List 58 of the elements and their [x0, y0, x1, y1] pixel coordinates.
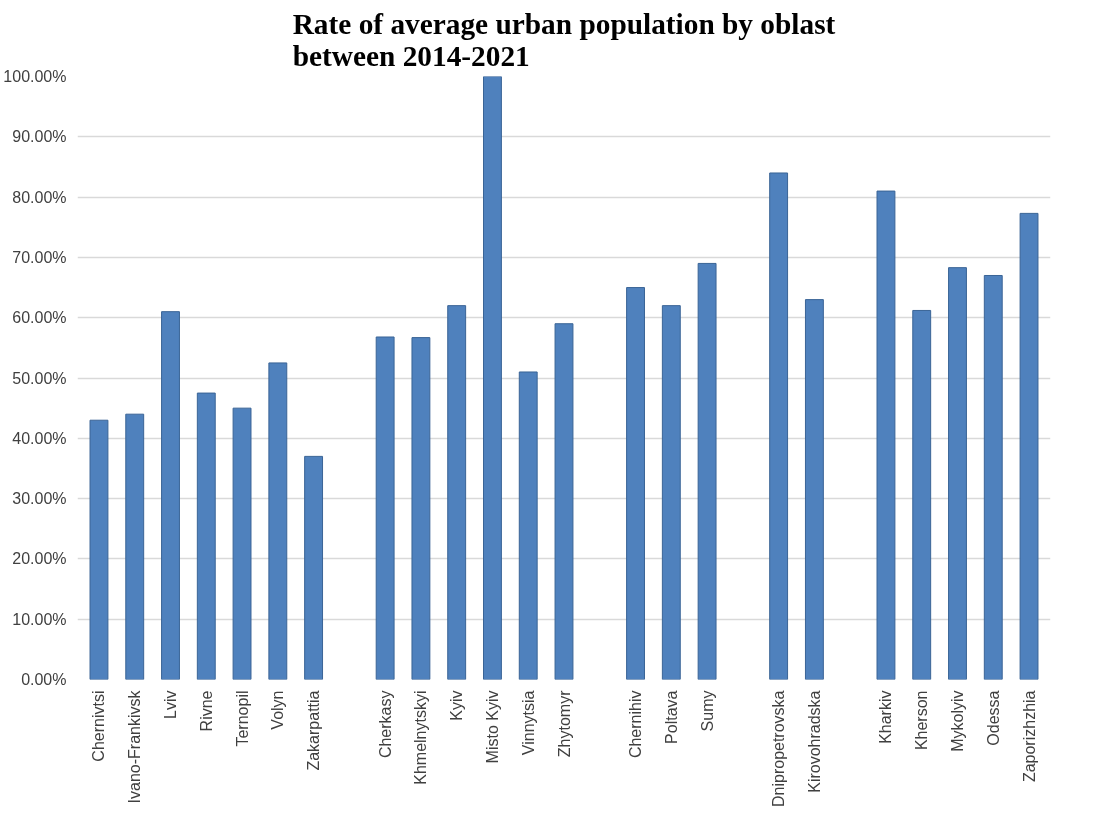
x-tick-label: Rivne: [197, 690, 215, 732]
bar: [447, 305, 467, 680]
y-tick-label: 0.00%: [21, 671, 67, 688]
x-tick-label: Ternopil: [233, 690, 251, 747]
bar: [483, 76, 502, 680]
y-tick-label: 20.00%: [12, 550, 67, 568]
y-tick-label: 90.00%: [12, 128, 67, 146]
bar: [304, 455, 324, 680]
bar: [983, 274, 1003, 680]
bar: [626, 287, 645, 680]
x-tick-label: Sumy: [698, 690, 716, 732]
y-tick-label: 10.00%: [12, 610, 67, 628]
y-tick-label: 40.00%: [12, 429, 67, 447]
x-tick-label: Kharkiv: [877, 690, 895, 744]
bar: [518, 371, 538, 680]
x-tick-label: Zhytomyr: [555, 689, 573, 758]
x-tick-label: Dnipropetrovska: [770, 690, 788, 807]
bar: [554, 323, 574, 680]
y-tick-label: 70.00%: [12, 248, 67, 266]
x-tick-label: Odessa: [984, 690, 1002, 746]
x-tick-label: Khmelnytskyi: [412, 690, 430, 785]
y-tick-label: 30.00%: [12, 490, 67, 508]
chart-title: Rate of average urban population by oblast between 2014-2021: [292, 7, 836, 72]
x-tick-label: Chernivtsi: [90, 690, 108, 762]
bar: [411, 337, 431, 680]
x-tick-label: Vinnytsia: [519, 690, 537, 756]
bar: [876, 190, 896, 680]
bar: [661, 305, 681, 680]
x-tick-label: Kirovohradska: [805, 690, 823, 793]
y-tick-label: 100.00%: [3, 68, 67, 85]
y-tick-label: 60.00%: [12, 309, 67, 327]
x-tick-label: Kyiv: [448, 690, 466, 721]
bar: [268, 362, 288, 680]
bar: [1019, 212, 1039, 680]
bar: [196, 392, 216, 680]
x-tick-label: Cherkasy: [376, 690, 394, 759]
y-tick-label: 80.00%: [12, 188, 67, 206]
x-tick-label: Ivano-Frankivsk: [126, 689, 144, 804]
x-tick-label: Lviv: [162, 690, 180, 719]
bar: [912, 309, 932, 680]
x-tick-label: Chernihiv: [627, 690, 645, 759]
x-tick-label: Zakarpattia: [305, 690, 323, 771]
x-tick-label: Zaporizhzhia: [1020, 690, 1038, 783]
x-tick-label: Volyn: [269, 690, 287, 730]
bar: [125, 413, 145, 680]
bar: [375, 336, 395, 680]
y-tick-label: 50.00%: [12, 369, 67, 387]
x-tick-label: Misto Kyiv: [483, 690, 501, 764]
x-tick-label: Poltava: [662, 690, 680, 744]
bar: [697, 262, 717, 680]
bar: [89, 419, 109, 680]
bar: [232, 407, 252, 680]
bar: [948, 267, 967, 680]
bar: [804, 299, 824, 680]
x-tick-label: Mykolyiv: [948, 690, 966, 752]
bar: [161, 311, 180, 680]
x-tick-label: Kherson: [913, 690, 931, 751]
bar: [769, 172, 789, 680]
